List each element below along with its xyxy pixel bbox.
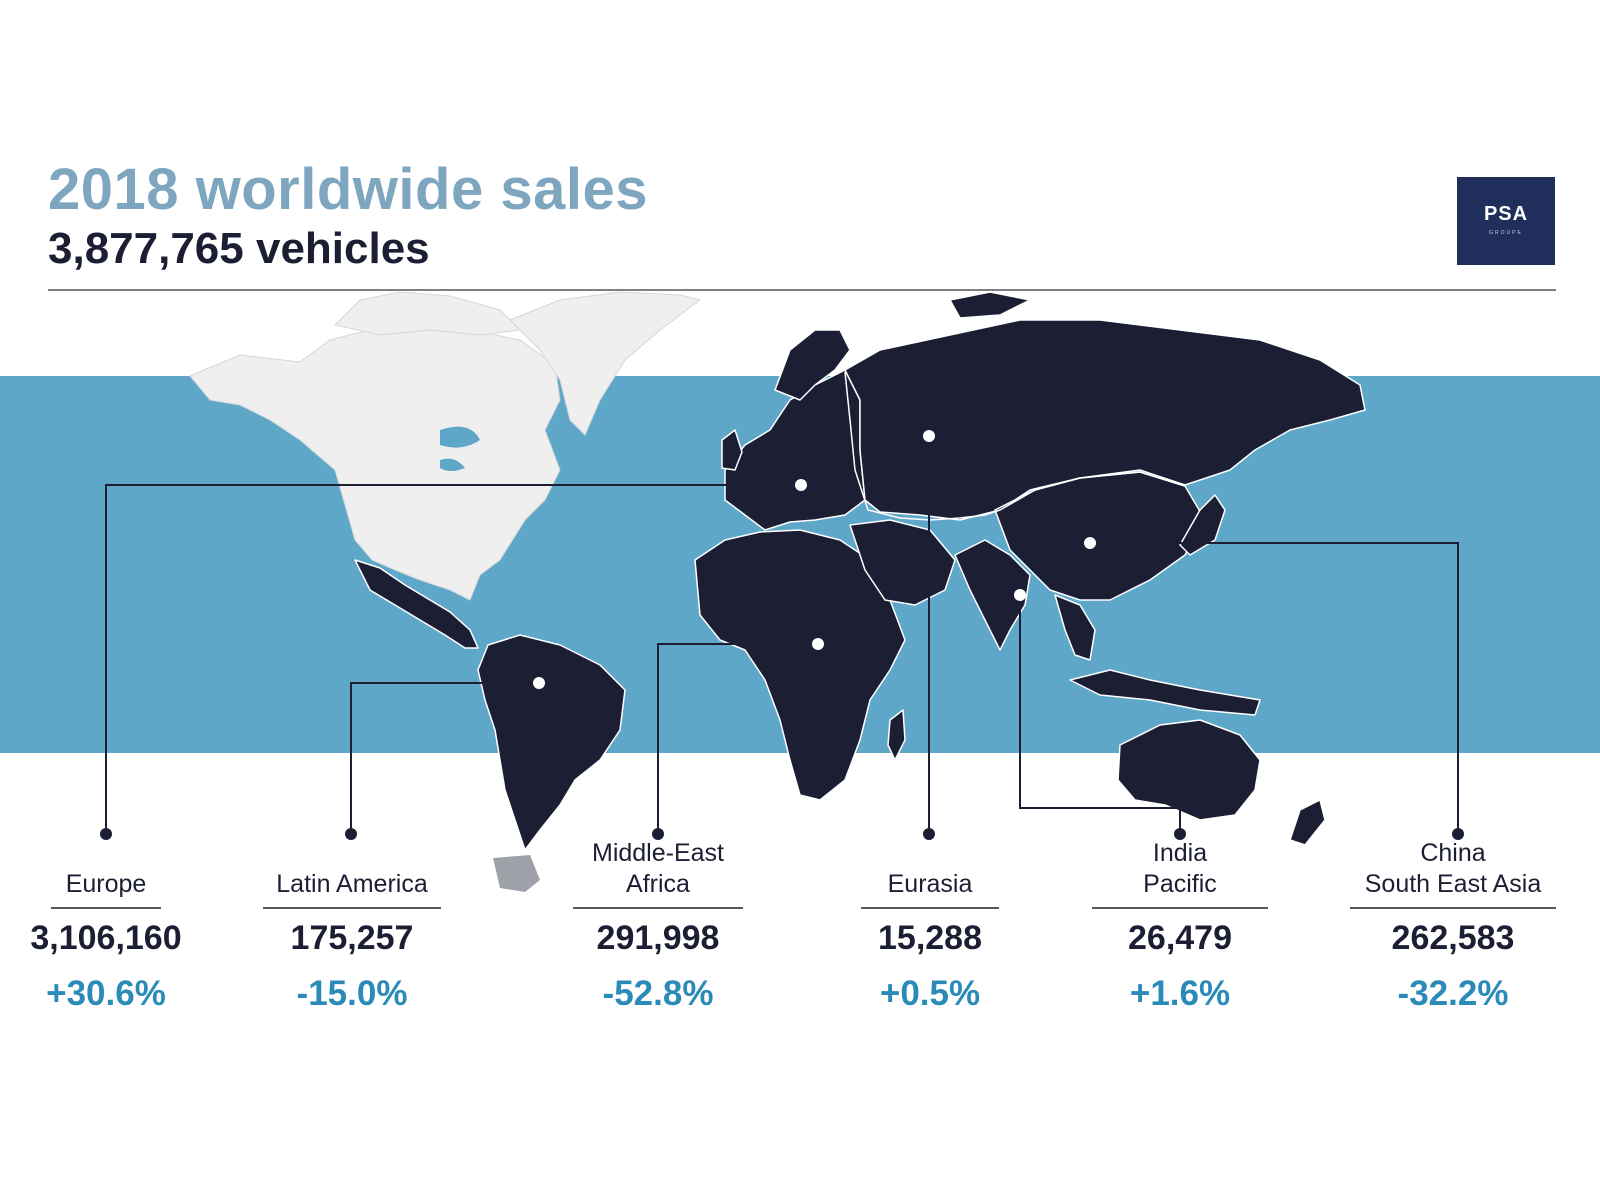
south-america-tip-shape [493, 855, 540, 892]
map-location-dot [533, 677, 545, 689]
label-anchor-dot [923, 828, 935, 840]
region-sales-value: 175,257 [290, 919, 414, 957]
australia-shape [1117, 719, 1261, 821]
india-shape [954, 539, 1031, 651]
label-anchor-dot [1452, 828, 1464, 840]
region-divider [51, 907, 161, 909]
region-sales-value: 15,288 [878, 919, 982, 957]
psa-land-shapes [354, 291, 1366, 851]
region-divider [573, 907, 743, 909]
region-name: Middle-East Africa [543, 836, 773, 900]
header-divider [48, 289, 1556, 291]
vehicle-total: 3,877,765 vehicles [48, 224, 430, 273]
region-sales-change: +0.5% [879, 974, 981, 1013]
psa-logo: PSA GROUPE [1457, 177, 1555, 265]
central-america-shape [354, 559, 479, 649]
region-sales-change: +1.6% [1129, 974, 1231, 1013]
japan-shape [1179, 494, 1226, 556]
leader-line [350, 682, 539, 834]
label-anchor-dot [345, 828, 357, 840]
region-divider [861, 907, 999, 909]
map-location-dot [1014, 589, 1026, 601]
region-china-sea: China South East Asia 262,583 -32.2% [1338, 836, 1568, 1014]
region-sales-change: -32.2% [1397, 974, 1509, 1013]
region-sales-change: -52.8% [602, 974, 714, 1013]
region-sales-change: -15.0% [296, 974, 408, 1013]
page-title: 2018 worldwide sales [48, 157, 648, 222]
region-divider [263, 907, 441, 909]
region-name-line: Eurasia [887, 870, 973, 898]
region-eurasia: Eurasia 15,288 +0.5% [815, 836, 1045, 1014]
leader-line [1019, 595, 1181, 834]
north-america-shape [189, 291, 702, 601]
region-divider [1092, 907, 1268, 909]
leader-line [105, 484, 801, 834]
new-zealand-shape [1289, 799, 1326, 846]
region-markers [100, 430, 1464, 840]
eurasia-shape [844, 319, 1366, 521]
indonesia-shape [1069, 669, 1261, 716]
region-name-line: Pacific [1143, 870, 1217, 898]
eurasia-border [844, 371, 1186, 521]
uk-shape [721, 429, 743, 471]
region-name-line: India [1152, 839, 1208, 867]
region-latin-america: Latin America 175,257 -15.0% [237, 836, 467, 1014]
leader-lines [105, 436, 1459, 834]
region-name: Latin America [237, 836, 467, 900]
region-name-line: China [1420, 839, 1486, 867]
label-anchor-dot [1174, 828, 1186, 840]
region-sales-change: +30.6% [46, 974, 166, 1013]
arctic-islands-shape [949, 291, 1031, 319]
southeast-asia-shape [1054, 594, 1096, 661]
region-name: China South East Asia [1338, 836, 1568, 900]
map-location-dot [923, 430, 935, 442]
region-name: India Pacific [1065, 836, 1295, 900]
map-location-dot [795, 479, 807, 491]
region-name-line: Europe [65, 870, 147, 898]
label-anchor-dot [652, 828, 664, 840]
region-divider [1350, 907, 1556, 909]
madagascar-shape [887, 709, 906, 761]
region-sales-value: 3,106,160 [30, 919, 182, 957]
leader-line [1090, 542, 1459, 834]
region-sales-value: 262,583 [1391, 919, 1515, 957]
region-name-line: Africa [626, 870, 690, 898]
map-location-dot [812, 638, 824, 650]
region-india-pacific: India Pacific 26,479 +1.6% [1065, 836, 1295, 1014]
region-name-line: South East Asia [1364, 870, 1542, 898]
map-location-dot [1084, 537, 1096, 549]
logo-text: PSA [1483, 203, 1529, 225]
scandinavia-shape [774, 329, 851, 401]
region-sales-value: 291,998 [596, 919, 720, 957]
region-name: Europe [0, 836, 221, 900]
label-anchor-dot [100, 828, 112, 840]
region-name-line: Latin America [276, 870, 428, 898]
logo-subtext: GROUPE [1489, 230, 1523, 236]
region-name-line: Middle-East [592, 839, 724, 867]
region-middle-east-africa: Middle-East Africa 291,998 -52.8% [543, 836, 773, 1014]
africa-shape [694, 529, 906, 801]
region-name: Eurasia [815, 836, 1045, 900]
great-lakes-shape [440, 426, 480, 471]
south-america-shape [477, 634, 626, 851]
region-europe: Europe 3,106,160 +30.6% [0, 836, 221, 1014]
region-sales-value: 26,479 [1128, 919, 1232, 957]
leader-line [657, 643, 818, 834]
